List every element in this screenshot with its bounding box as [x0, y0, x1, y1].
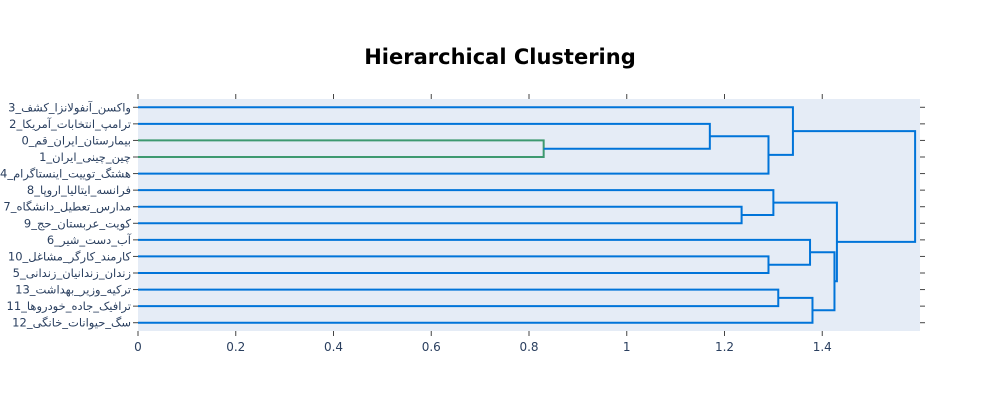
x-axis: 0 0.2 0.4 0.6 0.8 1 1.2 1.4: [134, 94, 832, 354]
leaf-label: زندان_زندانیان_زندانی_5: [13, 266, 131, 281]
x-tick-label: 0.6: [422, 340, 441, 354]
leaf-label: فرانسه_ایتالیا_اروپا_8: [27, 183, 131, 198]
dendrogram-link: [138, 139, 545, 158]
leaf-label: هشتگ_توییت_اینستاگرام_4: [0, 167, 131, 182]
chart-title: Hierarchical Clustering: [364, 45, 636, 69]
leaf-label: ترکیه_وزیر_بهداشت_13: [15, 283, 131, 298]
leaf-label: آب_دست_شیر_6: [47, 233, 132, 248]
dendrogram-link: [138, 255, 770, 274]
leaf-label: ترامپ_انتخابات_آمریکا_2: [9, 117, 131, 132]
plot-background: [138, 99, 920, 331]
leaf-label: کویت_عربستان_حج_9: [24, 216, 132, 231]
x-tick-label: 0.8: [519, 340, 538, 354]
leaf-label: بیمارستان_ایران_قم_0: [21, 133, 131, 148]
x-tick-label: 1.4: [813, 340, 832, 354]
x-tick-label: 1.2: [715, 340, 734, 354]
dendrogram-link: [138, 238, 812, 266]
dendrogram-link: [138, 205, 743, 225]
x-tick-label: 1: [623, 340, 631, 354]
leaf-labels: واکسن_آنفولانزا_کشف_3 ترامپ_انتخابات_آمری…: [0, 100, 925, 331]
leaf-label: واکسن_آنفولانزا_کشف_3: [8, 100, 131, 115]
leaf-label: ترافیک_جاده_خودروها_11: [7, 299, 132, 314]
dendrogram-link: [138, 135, 770, 175]
leaf-label: کارمند_کارگر_مشاغل_10: [8, 249, 132, 264]
dendrogram-links: [138, 106, 917, 324]
x-tick-label: 0.2: [226, 340, 245, 354]
leaf-label: چین_چینی_ایران_1: [39, 150, 131, 165]
leaf-label: مدارس_تعطیل_دانشگاه_7: [3, 200, 131, 215]
dendrogram-link: [792, 130, 917, 243]
leaf-label: سگ_حیوانات_خانگی_12: [12, 316, 131, 331]
x-tick-label: 0: [134, 340, 142, 354]
dendrogram-link: [773, 201, 838, 283]
x-tick-label: 0.4: [324, 340, 343, 354]
